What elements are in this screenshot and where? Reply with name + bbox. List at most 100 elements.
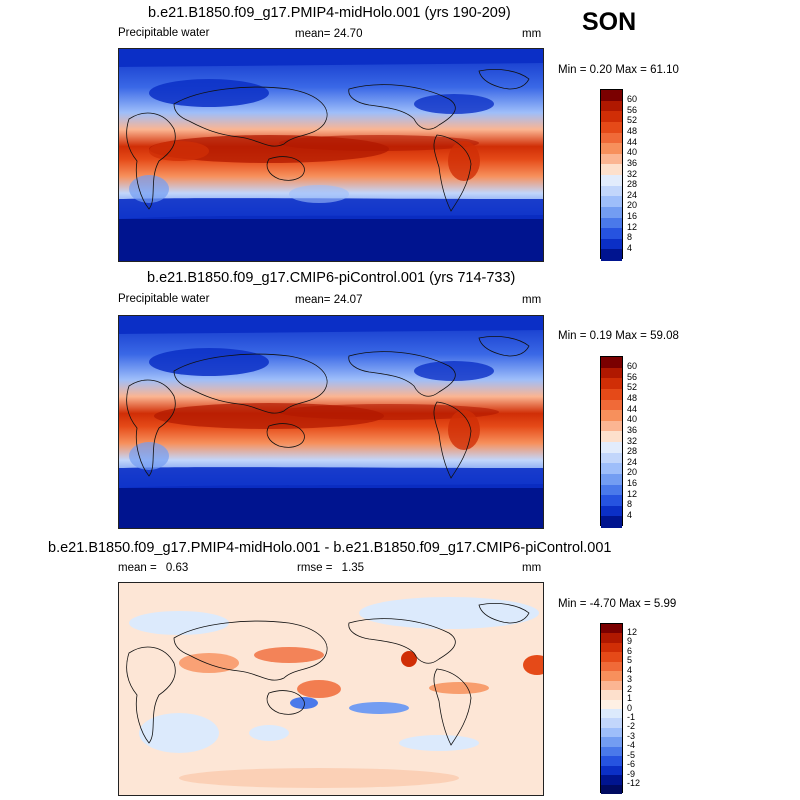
panel-1-minmax: Min = 0.20 Max = 61.10 — [558, 64, 679, 76]
colorbar-tick-label: 3 — [627, 674, 633, 685]
colorbar-swatch — [601, 442, 622, 454]
colorbar-tick-label: 44 — [627, 403, 638, 414]
panel-1-units: mm — [522, 28, 542, 40]
colorbar-swatch — [601, 709, 622, 719]
panel-2-colorbar-strip — [600, 356, 623, 528]
panel-2-max-value: 59.08 — [650, 330, 679, 342]
colorbar-tick-label: 9 — [627, 636, 633, 647]
colorbar-swatch — [601, 671, 622, 682]
colorbar-swatch — [601, 100, 622, 112]
colorbar-tick-label: 12 — [627, 488, 638, 499]
colorbar-tick-label: 48 — [627, 126, 638, 136]
colorbar-tick-label: 12 — [627, 221, 638, 232]
season-label: SON — [582, 8, 637, 36]
colorbar-tick-label: -4 — [627, 740, 636, 751]
panel-3-mean-label: mean = — [118, 562, 157, 574]
colorbar-tick-label: 36 — [627, 424, 638, 435]
panel-2-colorbar: 60 56 52 48 44 40 36 32 28 24 20 16 12 8 4 — [600, 356, 637, 528]
colorbar-swatch — [601, 238, 622, 250]
colorbar-tick-label: 40 — [627, 414, 638, 425]
panel-2-units: mm — [522, 294, 542, 306]
colorbar-swatch — [601, 206, 622, 218]
colorbar-tick-label: 4 — [627, 242, 633, 253]
panel-3-map-field — [119, 583, 543, 795]
colorbar-swatch — [601, 746, 622, 757]
colorbar-swatch — [601, 463, 622, 475]
colorbar-swatch — [601, 132, 622, 144]
panel-1-map-field — [119, 49, 543, 261]
colorbar-tick-label: 20 — [627, 467, 638, 478]
panel-3-colorbar: 12 9 6 5 4 3 2 1 0 -1 -2 -3 -4 -5 -6 -9 -12 — [600, 623, 640, 795]
colorbar-tick-label: 4 — [627, 664, 633, 675]
colorbar-swatch — [601, 143, 622, 155]
colorbar-swatch — [601, 642, 622, 653]
panel-3-title: b.e21.B1850.f09_g17.PMIP4-midHolo.001 - … — [48, 540, 612, 556]
colorbar-tick-label: 60 — [627, 94, 638, 105]
panel-1-max-label: Max = — [615, 64, 647, 76]
panel-3-colorbar-strip — [600, 623, 623, 795]
panel-2-max-label: Max = — [615, 330, 647, 342]
colorbar-tick-label: 60 — [627, 361, 638, 372]
colorbar-swatch — [601, 249, 622, 261]
colorbar-swatch — [601, 357, 622, 369]
colorbar-swatch — [601, 661, 622, 672]
panel-1-min-label: Min = — [558, 64, 587, 76]
panel-2-variable-label: Precipitable water — [118, 293, 210, 305]
colorbar-swatch — [601, 399, 622, 411]
colorbar-tick-label: -3 — [627, 730, 636, 741]
panel-2-map-field — [119, 316, 543, 528]
colorbar-swatch — [601, 153, 622, 165]
panel-3-minmax: Min = -4.70 Max = 5.99 — [558, 598, 676, 610]
panel-2-min-value: 0.19 — [589, 330, 613, 342]
colorbar-swatch — [601, 367, 622, 379]
colorbar-swatch — [601, 756, 622, 767]
colorbar-tick-label: 16 — [627, 211, 638, 221]
colorbar-swatch — [601, 727, 622, 738]
panel-2-title: b.e21.B1850.f09_g17.CMIP6-piControl.001 … — [147, 270, 516, 286]
colorbar-swatch — [601, 765, 622, 776]
colorbar-swatch — [601, 495, 622, 507]
colorbar-swatch — [601, 420, 622, 432]
colorbar-swatch — [601, 452, 622, 464]
colorbar-swatch — [601, 699, 622, 710]
panel-3-rmse-label: rmse = — [297, 562, 333, 574]
panel-3-mean: mean = 0.63 — [118, 562, 188, 574]
colorbar-tick-label: -2 — [627, 721, 636, 732]
colorbar-swatch — [601, 652, 622, 663]
colorbar-tick-label: 4 — [627, 509, 633, 520]
colorbar-swatch — [601, 228, 622, 240]
colorbar-swatch — [601, 718, 622, 729]
colorbar-tick-label: 56 — [627, 371, 638, 382]
panel-2-mean-value: 24.07 — [333, 294, 363, 306]
colorbar-swatch — [601, 473, 622, 485]
panel-3-mean-value: 0.63 — [165, 562, 189, 574]
colorbar-tick-label: -1 — [627, 711, 636, 722]
colorbar-tick-label: 56 — [627, 104, 638, 115]
colorbar-tick-label: -12 — [627, 778, 641, 789]
colorbar-tick-label: 52 — [627, 382, 638, 393]
colorbar-tick-label: -6 — [627, 759, 636, 770]
colorbar-swatch — [601, 90, 622, 102]
colorbar-tick-label: 32 — [627, 435, 638, 446]
colorbar-swatch — [601, 633, 622, 644]
colorbar-swatch — [601, 388, 622, 400]
colorbar-tick-label: 44 — [627, 136, 638, 147]
colorbar-tick-label: 48 — [627, 393, 638, 403]
colorbar-swatch — [601, 680, 622, 691]
panel-1-mean-label: mean= — [295, 28, 331, 40]
colorbar-swatch — [601, 185, 622, 197]
colorbar-tick-label: -9 — [627, 768, 636, 779]
panel-2-minmax: Min = 0.19 Max = 59.08 — [558, 330, 679, 342]
panel-3-units: mm — [522, 562, 542, 574]
panel-1-max-value: 61.10 — [650, 64, 679, 76]
colorbar-swatch — [601, 624, 622, 634]
panel-3-max-value: 5.99 — [653, 598, 677, 610]
colorbar-swatch — [601, 784, 622, 795]
panel-1-mean: mean= 24.70 — [295, 28, 362, 40]
panel-1-min-value: 0.20 — [589, 64, 613, 76]
panel-1-colorbar: 60 56 52 48 44 40 36 32 28 24 20 16 12 8 4 — [600, 89, 637, 261]
colorbar-tick-label: 5 — [627, 655, 633, 666]
colorbar-swatch — [601, 690, 622, 701]
panel-1-map — [118, 48, 544, 262]
colorbar-swatch — [601, 217, 622, 229]
